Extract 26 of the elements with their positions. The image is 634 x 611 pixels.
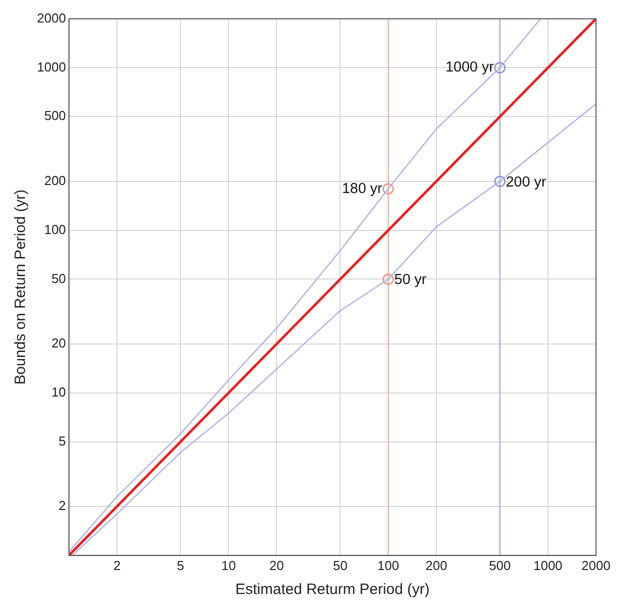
y-tick-label: 20 [51, 335, 66, 350]
y-tick-label: 2 [58, 498, 66, 514]
y-tick-label: 50 [51, 270, 66, 286]
x-tick-label: 2 [113, 558, 121, 573]
y-tick-label: 100 [44, 222, 66, 237]
x-tick-label: 20 [269, 558, 284, 573]
x-axis-title: Estimated Returm Period (yr) [235, 581, 430, 598]
y-tick-label: 200 [44, 172, 66, 188]
x-tick-label: 5 [176, 558, 184, 573]
y-tick-label: 1000 [37, 59, 66, 74]
x-tick-label: 1000 [533, 558, 562, 573]
data-label: 200 yr [506, 174, 546, 190]
data-label: 180 yr [342, 180, 382, 197]
y-tick-label: 5 [58, 433, 66, 448]
y-tick-label: 2000 [37, 10, 66, 26]
x-tick-label: 50 [332, 558, 348, 573]
x-tick-label: 10 [221, 558, 236, 573]
y-axis-title: Bounds on Return Period (yr) [12, 190, 30, 385]
x-tick-label: 500 [489, 558, 511, 573]
x-tick-label: 200 [425, 558, 448, 573]
data-label: 50 yr [394, 272, 427, 288]
y-tick-label: 10 [51, 384, 66, 400]
x-tick-label: 100 [377, 558, 400, 573]
data-label: 1000 yr [445, 60, 494, 76]
x-tick-label: 2000 [582, 558, 610, 573]
y-tick-label: 500 [44, 108, 66, 124]
